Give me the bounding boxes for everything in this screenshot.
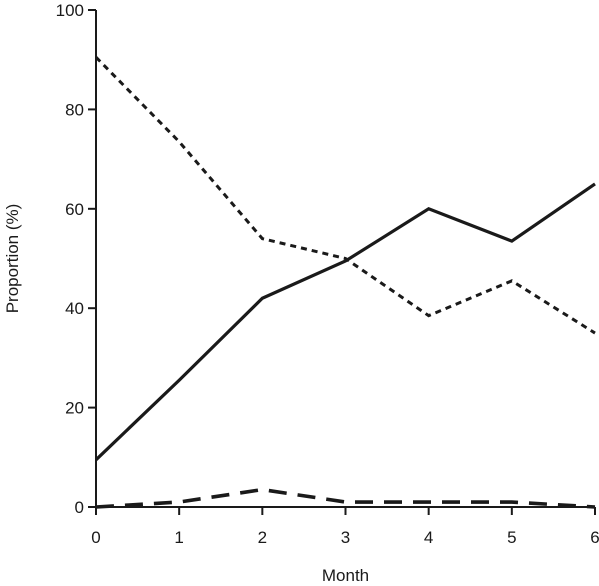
series-line-solid <box>94 182 596 461</box>
series-line-dotted <box>94 56 596 335</box>
y-tick-label: 100 <box>56 1 84 20</box>
x-tick-label: 5 <box>507 528 516 547</box>
x-tick-label: 6 <box>590 528 599 547</box>
x-tick-label: 1 <box>174 528 183 547</box>
y-axis-title: Proportion (%) <box>3 204 22 314</box>
y-tick-label: 60 <box>65 200 84 219</box>
x-tick-label: 4 <box>424 528 433 547</box>
axes-layer: 0 20 40 60 80 100 0 1 2 3 4 5 6 <box>56 1 599 547</box>
y-tick-label: 80 <box>65 100 84 119</box>
x-tick-label: 2 <box>258 528 267 547</box>
y-tick-label: 40 <box>65 299 84 318</box>
series-line-dashed <box>95 487 596 509</box>
y-tick-label: 0 <box>75 498 84 517</box>
y-tick-label: 20 <box>65 399 84 418</box>
x-tick-label: 0 <box>91 528 100 547</box>
series-layer <box>94 56 596 509</box>
x-tick-label: 3 <box>341 528 350 547</box>
x-axis-title: Month <box>322 566 369 585</box>
